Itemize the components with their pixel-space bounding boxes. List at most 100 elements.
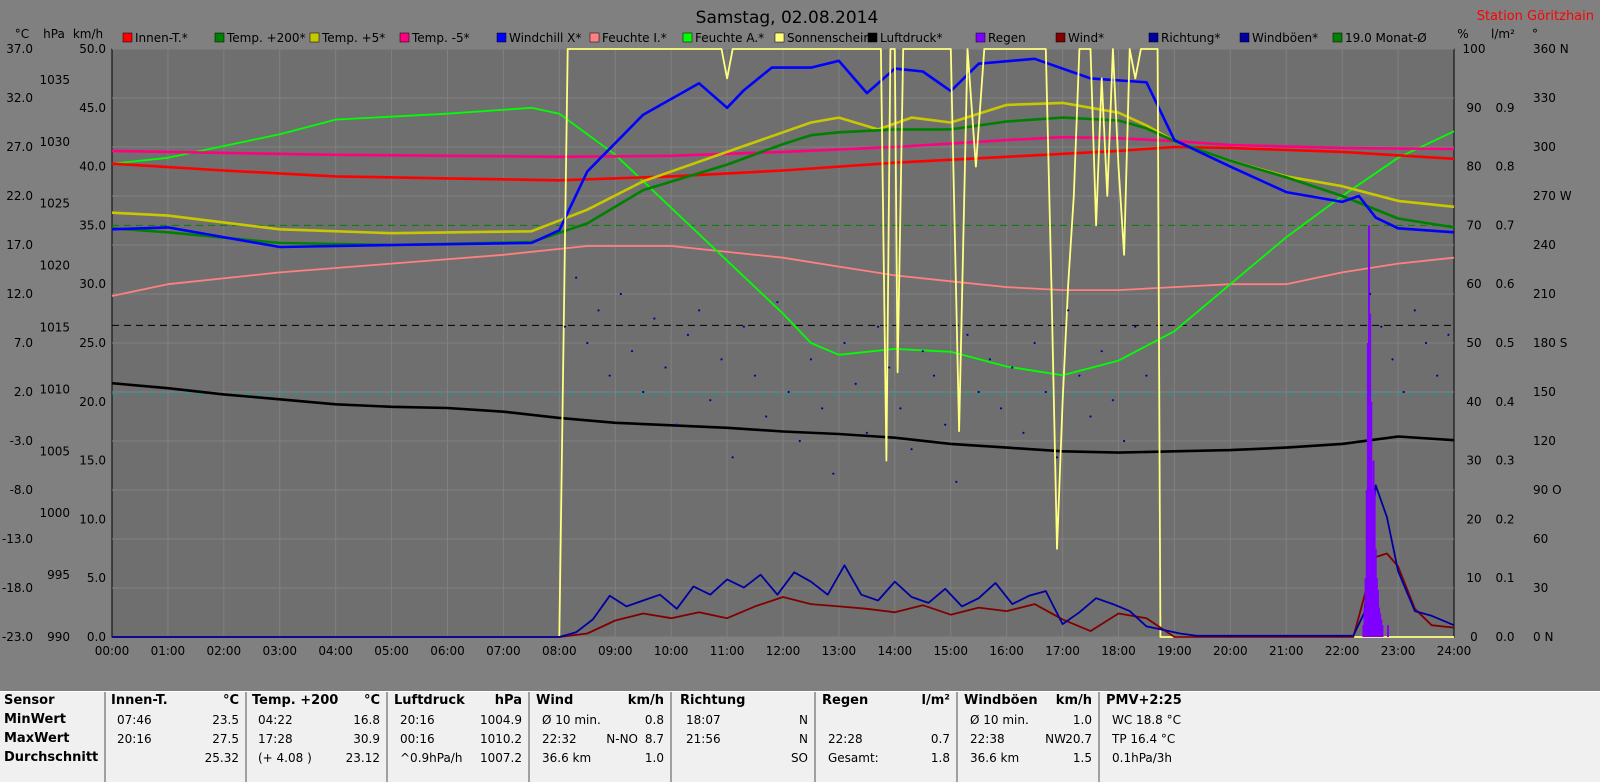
- series-layer: [111, 48, 1455, 638]
- wind-header-title: Wind: [536, 693, 574, 708]
- richtung-point: [686, 333, 690, 336]
- series-richtung-points: [563, 276, 1450, 483]
- pct-tick-label: 30: [1466, 454, 1481, 468]
- kmh-tick-label: 30.0: [79, 277, 106, 291]
- boeen-row: 36.6 km 1.5: [964, 749, 1092, 767]
- regen-row-label: 22:28: [828, 732, 863, 746]
- richtung-point: [999, 407, 1003, 410]
- regen-header-title: Regen: [822, 693, 869, 708]
- richtung-point: [1022, 431, 1025, 434]
- kmh-tick-label: 50.0: [79, 42, 106, 56]
- series-feuchte-a: [111, 106, 1455, 377]
- kmh-tick-label: 5.0: [87, 571, 106, 585]
- series-windb-en: [112, 484, 1455, 638]
- luftdruck-row-value: 1004.9: [480, 713, 522, 727]
- legend-label: Innen-T.*: [135, 31, 188, 45]
- innen-header: Innen-T. °C: [111, 692, 239, 710]
- lm2-tick-label: 0.8: [1495, 160, 1514, 174]
- x-tick-label: 03:00: [262, 644, 297, 658]
- x-tick-label: 11:00: [710, 644, 745, 658]
- richtung-point: [1055, 456, 1059, 459]
- temp-tick-label: 22.0: [6, 189, 33, 203]
- innen-row-label: [111, 751, 117, 765]
- wind-row-value: 0.8: [644, 713, 664, 727]
- x-tick-label: 09:00: [598, 644, 633, 658]
- temp-tick-label: 12.0: [6, 287, 33, 301]
- deg-tick-label: 300: [1533, 140, 1556, 154]
- lm2-tick-label: 0.5: [1495, 336, 1514, 350]
- legend-swatch: [589, 32, 600, 43]
- wind-header-unit: km/h: [627, 693, 664, 708]
- stats-richtung-panel: Richtung 18:07 N 21:56 N SO: [676, 692, 816, 782]
- regen-bar: [1372, 460, 1375, 637]
- hpa-tick-label: 990: [47, 630, 70, 644]
- wind-row-value: 1.0: [644, 751, 664, 765]
- pct-tick-label: 60: [1466, 277, 1481, 291]
- luftdruck-row: ^0.9hPa/h 1007.2: [394, 749, 522, 767]
- x-tick-label: 13:00: [822, 644, 857, 658]
- regen-bar: [1369, 313, 1372, 637]
- legend-label: Richtung*: [1161, 31, 1220, 45]
- regen-bar: [1381, 625, 1384, 637]
- x-tick-label: 21:00: [1269, 644, 1304, 658]
- series-regen-bars: [1362, 225, 1390, 637]
- pct-tick-label: 70: [1466, 218, 1481, 232]
- deg-tick-label: 180 S: [1533, 336, 1567, 350]
- chart-legend: Innen-T.* Temp. +200* Temp. +5* Temp. -5* Wi…: [122, 31, 1427, 45]
- richtung-point: [1391, 358, 1394, 361]
- hpa-unit-label: hPa: [43, 27, 65, 41]
- kmh-tick-label: 10.0: [79, 512, 106, 526]
- legend-swatch: [975, 32, 986, 43]
- wind-row-direction: N-NO: [606, 732, 638, 746]
- richtung-point: [1033, 341, 1036, 345]
- lm2-tick-label: 0.2: [1495, 512, 1514, 526]
- stats-regen-panel: Regen l/m² 22:28 0.7 Gesamt: 1.8: [818, 692, 958, 782]
- axis-ticks: 00:00 01:00 02:00 03:00 04:00 05:00 06:00 07:00…: [2, 42, 1572, 658]
- richtung-row: 21:56 N: [680, 730, 808, 748]
- x-tick-label: 04:00: [318, 644, 353, 658]
- boeen-row: Ø 10 min. 1.0: [964, 711, 1092, 729]
- weather-chart: Samstag, 02.08.2014 Station Göritzhain °…: [2, 8, 1594, 658]
- wind-row-label: 22:32: [542, 732, 577, 746]
- richtung-point: [630, 350, 634, 353]
- richtung-point: [753, 374, 757, 377]
- series-sonnenschein: [112, 48, 1454, 638]
- regen-row: Gesamt: 1.8: [822, 749, 950, 767]
- richtung-point: [1447, 333, 1450, 336]
- boeen-header: Windböen km/h: [964, 692, 1092, 710]
- hpa-tick-label: 1025: [39, 197, 70, 211]
- richtung-row-label: 21:56: [686, 732, 721, 746]
- richtung-row-value: SO: [790, 751, 808, 765]
- boeen-row-value: 1.5: [1072, 751, 1092, 765]
- deg-tick-label: 270 W: [1533, 189, 1572, 203]
- luftdruck-row-value: 1007.2: [480, 751, 522, 765]
- temp-tick-label: -13.0: [2, 532, 33, 546]
- hpa-tick-label: 1000: [39, 506, 70, 520]
- pmv-row: WC 18.8 °C: [1106, 711, 1226, 729]
- legend-label: Feuchte I.*: [602, 31, 667, 45]
- regen-row-value: 1.8: [930, 751, 950, 765]
- luftdruck-header: Luftdruck hPa: [394, 692, 522, 710]
- richtung-point: [899, 407, 902, 410]
- richtung-point: [709, 399, 712, 402]
- regen-bar: [1370, 401, 1373, 637]
- series-luftdruck: [111, 381, 1455, 454]
- luftdruck-header-title: Luftdruck: [394, 693, 465, 708]
- lm2-tick-label: 0.7: [1495, 218, 1514, 232]
- regen-bar: [1371, 490, 1374, 637]
- x-tick-label: 05:00: [374, 644, 409, 658]
- kmh-tick-label: 20.0: [79, 395, 106, 409]
- richtung-point: [888, 366, 891, 369]
- richtung-point: [988, 358, 991, 361]
- temp-tick-label: 17.0: [6, 238, 33, 252]
- x-tick-label: 17:00: [1045, 644, 1080, 658]
- hpa-tick-label: 1020: [39, 259, 70, 273]
- x-tick-label: 00:00: [95, 644, 130, 658]
- richtung-row-label: [680, 751, 686, 765]
- hpa-tick-label: 1010: [39, 382, 70, 396]
- boeen-row: 22:38 NW 20.7: [964, 730, 1092, 748]
- legend-swatch: [1332, 32, 1343, 43]
- regen-bar: [1376, 589, 1379, 637]
- boeen-header-title: Windböen: [964, 693, 1038, 708]
- legend-label: Feuchte A.*: [695, 31, 764, 45]
